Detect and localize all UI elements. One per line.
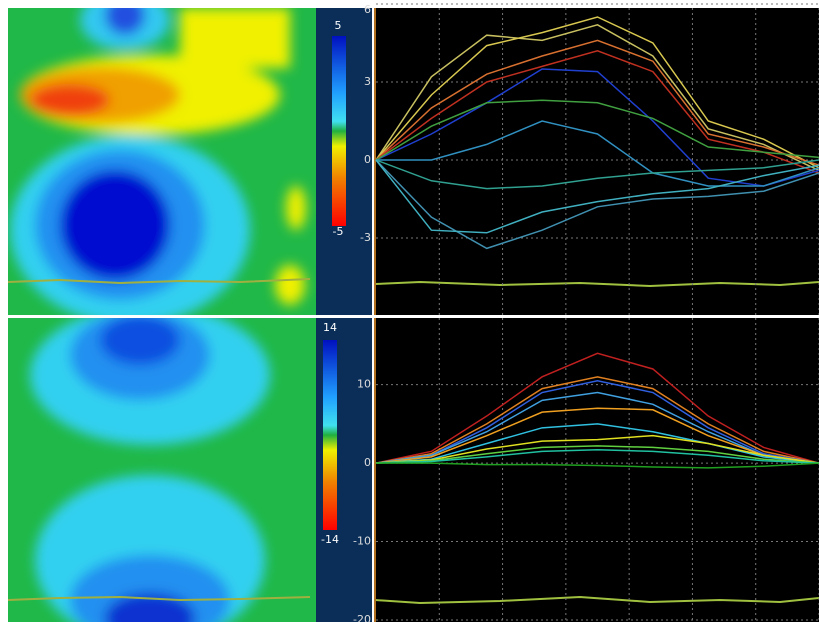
colorbar-max: 5 — [335, 19, 342, 32]
heatmap — [8, 318, 316, 622]
series-line — [375, 376, 819, 464]
series-line — [375, 159, 819, 190]
series-line — [375, 434, 819, 464]
series-line — [375, 379, 819, 464]
plot-area — [375, 8, 819, 315]
series-line — [375, 407, 819, 464]
colorbar-min: -5 — [333, 225, 344, 238]
series-line — [375, 445, 819, 464]
series-line — [375, 68, 819, 187]
y-tick-label: 6 — [364, 3, 371, 16]
y-tick-label: 3 — [364, 75, 371, 88]
series-line — [375, 352, 819, 464]
series-line — [375, 16, 819, 169]
y-tick-label: 0 — [364, 456, 371, 469]
series-line — [376, 120, 819, 187]
series-line — [375, 391, 819, 464]
y-tick-label: -10 — [353, 535, 371, 548]
series-line — [375, 159, 819, 250]
series-line — [375, 50, 819, 174]
colorbar — [323, 340, 337, 530]
series-line — [375, 449, 819, 464]
y-tick-label: 10 — [357, 378, 371, 391]
colorbar-max: 14 — [323, 321, 337, 334]
series-line — [375, 423, 819, 464]
series-line — [375, 159, 819, 234]
colorbar — [332, 36, 346, 226]
y-tick-label: -20 — [353, 613, 371, 622]
series-line — [375, 99, 819, 161]
heatmap — [8, 8, 316, 315]
y-tick-label: 0 — [364, 153, 371, 166]
y-tick-label: -3 — [360, 231, 371, 244]
colorbar-min: -14 — [321, 533, 339, 546]
plot-area — [375, 318, 819, 622]
ecg-trace — [374, 595, 819, 605]
series-line — [375, 39, 819, 166]
series-line — [376, 462, 819, 469]
ecg-trace — [374, 280, 819, 288]
series-line — [375, 23, 819, 172]
